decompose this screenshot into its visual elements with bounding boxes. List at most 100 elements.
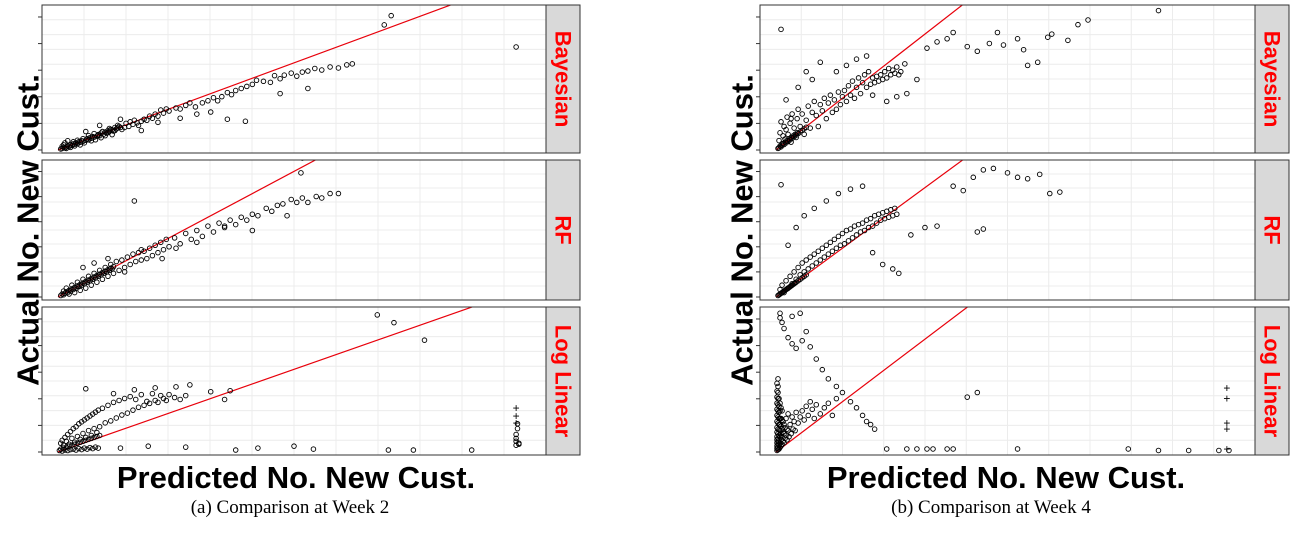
data-point <box>833 68 840 75</box>
data-point <box>797 310 803 317</box>
data-point <box>793 224 799 231</box>
data-point <box>783 97 789 103</box>
data-point <box>83 386 89 392</box>
data-point <box>310 446 317 452</box>
data-point <box>74 440 81 446</box>
data-point <box>88 282 95 288</box>
data-point <box>96 267 103 274</box>
data-point <box>253 77 260 84</box>
data-point <box>777 310 783 317</box>
data-point <box>177 106 183 112</box>
data-point <box>849 235 856 241</box>
data-point <box>349 61 356 67</box>
data-point <box>71 439 78 446</box>
data-point <box>249 81 256 88</box>
data-point <box>811 205 817 212</box>
data-point <box>155 399 161 406</box>
data-point <box>803 257 809 263</box>
data-point <box>1045 34 1051 40</box>
data-point <box>92 136 99 143</box>
data-point <box>91 270 97 277</box>
data-point <box>789 280 795 287</box>
data-point <box>837 101 844 108</box>
data-point <box>141 248 147 254</box>
facet-label: Bayesian <box>1260 31 1285 128</box>
data-point <box>807 125 813 131</box>
data-point <box>869 92 876 98</box>
data-point <box>777 286 783 293</box>
data-point <box>124 254 131 260</box>
data-point <box>194 111 200 117</box>
data-point <box>60 292 67 298</box>
data-point <box>113 258 120 265</box>
data-point <box>803 328 809 335</box>
data-point <box>908 232 914 238</box>
data-point <box>157 107 164 113</box>
data-point <box>410 447 417 453</box>
data-point <box>83 285 89 291</box>
panel-log-linear: +++ Log Linear <box>38 306 581 456</box>
data-point <box>778 26 784 33</box>
data-point <box>64 431 71 438</box>
data-point <box>839 230 846 237</box>
data-point <box>58 292 64 299</box>
data-point <box>71 289 78 296</box>
data-point <box>847 398 854 405</box>
data-point <box>152 385 158 391</box>
data-point <box>857 90 864 97</box>
data-point <box>803 124 809 131</box>
data-point <box>77 142 83 148</box>
data-point <box>813 260 820 266</box>
data-point <box>775 383 781 390</box>
data-point <box>468 447 475 453</box>
data-point <box>232 221 239 228</box>
data-point <box>116 123 122 130</box>
data-point <box>789 414 795 420</box>
data-point <box>904 90 910 97</box>
y-axis-title: Actual No. New Cust. <box>725 74 760 386</box>
data-point <box>187 382 193 388</box>
data-point <box>299 195 306 201</box>
data-point <box>859 183 866 189</box>
data-point <box>319 67 325 73</box>
data-point <box>813 112 820 119</box>
data-point <box>335 190 342 197</box>
data-point <box>801 417 807 423</box>
data-point <box>785 131 791 138</box>
points-group <box>775 7 1162 152</box>
data-point <box>177 241 183 247</box>
data-point <box>77 436 83 443</box>
data-point <box>845 238 852 244</box>
data-point <box>823 242 830 249</box>
data-point <box>207 388 214 395</box>
data-point <box>781 421 787 428</box>
points-group <box>775 165 1063 299</box>
data-point <box>791 269 797 275</box>
data-point <box>70 446 77 452</box>
facet-strip <box>545 159 581 301</box>
data-point <box>805 103 811 109</box>
data-point <box>892 205 898 212</box>
data-point <box>789 341 795 347</box>
data-point <box>138 391 145 398</box>
data-point <box>859 79 866 86</box>
data-point <box>859 220 866 226</box>
data-point <box>205 223 211 229</box>
data-point <box>85 427 92 434</box>
data-point <box>1000 42 1007 48</box>
data-point <box>795 106 801 113</box>
data-point <box>85 132 92 139</box>
data-point <box>1125 446 1132 452</box>
data-point <box>795 264 801 271</box>
data-point <box>112 127 118 134</box>
data-point <box>141 116 147 122</box>
data-point <box>827 92 834 98</box>
data-point <box>797 272 803 278</box>
data-point <box>105 402 111 409</box>
data-point <box>110 270 117 277</box>
data-point <box>811 415 817 422</box>
data-point <box>99 128 106 135</box>
data-point <box>811 251 817 257</box>
data-point <box>135 404 142 411</box>
data-point <box>228 91 235 98</box>
